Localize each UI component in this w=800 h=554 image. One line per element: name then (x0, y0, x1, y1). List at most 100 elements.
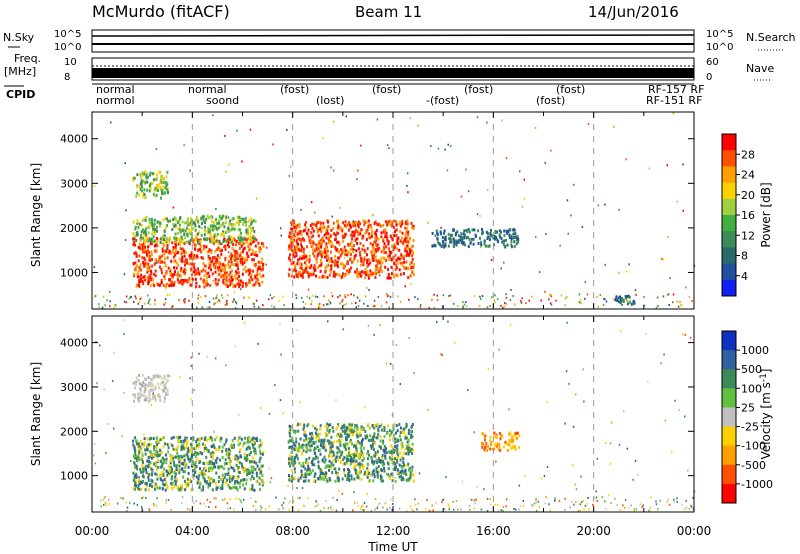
range-gate-cell (397, 471, 399, 475)
range-gate-cell (212, 279, 214, 282)
range-gate-cell (494, 230, 497, 233)
range-gate-cell (225, 440, 227, 444)
range-gate-cell (227, 216, 230, 219)
range-gate-cell (153, 446, 156, 449)
range-gate-cell (252, 465, 255, 469)
range-gate-cell (356, 222, 359, 226)
range-gate-cell (379, 324, 381, 327)
range-gate-cell (170, 251, 173, 255)
range-gate-cell (500, 230, 502, 234)
range-gate-cell (169, 269, 172, 273)
range-gate-cell (154, 188, 157, 192)
range-gate-cell (206, 230, 209, 233)
range-gate-cell (257, 260, 260, 264)
range-gate-cell (133, 446, 136, 450)
range-gate-cell (167, 446, 170, 450)
range-gate-cell (136, 191, 139, 195)
range-gate-cell (510, 446, 513, 450)
range-gate-cell (315, 428, 318, 432)
range-gate-cell (635, 293, 637, 296)
range-gate-cell (144, 181, 147, 185)
range-gate-cell (178, 237, 181, 241)
range-gate-cell (220, 266, 223, 270)
range-gate-cell (171, 475, 174, 479)
range-gate-cell (210, 236, 213, 240)
range-gate-cell (194, 224, 197, 228)
range-gate-cell (213, 227, 216, 231)
range-gate-cell (238, 436, 241, 440)
nsky-label: N.Sky (3, 31, 35, 44)
range-gate-cell (399, 261, 402, 265)
range-gate-cell (244, 436, 247, 440)
range-gate-cell (371, 243, 374, 247)
range-gate-cell (252, 269, 255, 273)
range-gate-cell (360, 259, 363, 263)
range-gate-cell (391, 237, 394, 241)
range-gate-cell (229, 449, 232, 453)
range-gate-cell (164, 216, 167, 220)
range-gate-cell (139, 263, 142, 267)
range-gate-cell (141, 179, 144, 183)
range-gate-cell (292, 430, 295, 434)
range-gate-cell (242, 217, 244, 220)
range-gate-cell (199, 239, 202, 243)
range-gate-cell (148, 488, 150, 492)
range-gate-cell (460, 241, 463, 245)
range-gate-cell (331, 471, 334, 474)
range-gate-cell (133, 502, 135, 505)
range-gate-cell (365, 220, 368, 224)
range-gate-cell (344, 474, 347, 478)
range-gate-cell (363, 255, 366, 259)
range-gate-cell (161, 192, 164, 195)
range-gate-cell (171, 468, 173, 472)
range-gate-cell (152, 392, 154, 395)
range-gate-cell (413, 273, 415, 277)
range-gate-cell (234, 284, 237, 288)
range-gate-cell (684, 415, 686, 418)
range-gate-cell (359, 242, 362, 245)
range-gate-cell (203, 449, 206, 453)
range-gate-cell (310, 239, 313, 243)
range-gate-cell (231, 227, 234, 231)
range-gate-cell (394, 230, 396, 234)
range-gate-cell (336, 248, 339, 252)
range-gate-cell (514, 235, 517, 239)
range-gate-cell (198, 285, 201, 289)
range-gate-cell (409, 117, 412, 120)
range-gate-cell (514, 433, 516, 437)
range-gate-cell (489, 439, 492, 443)
range-gate-cell (157, 439, 160, 443)
range-gate-cell (360, 464, 363, 467)
range-gate-cell (433, 293, 435, 296)
range-gate-cell (503, 229, 506, 233)
range-gate-cell (316, 296, 319, 298)
range-gate-cell (210, 241, 213, 244)
range-gate-cell (149, 450, 152, 454)
range-gate-cell (212, 297, 215, 300)
range-gate-cell (190, 398, 192, 401)
range-gate-cell (280, 227, 282, 230)
range-gate-cell (300, 262, 303, 266)
range-gate-cell (337, 250, 340, 254)
range-gate-cell (347, 459, 350, 462)
range-gate-cell (346, 250, 349, 254)
range-gate-cell (251, 475, 254, 478)
range-gate-cell (305, 221, 307, 224)
range-gate-cell (200, 269, 203, 273)
range-gate-cell (334, 467, 337, 471)
range-gate-cell (254, 437, 257, 441)
range-gate-cell (454, 341, 456, 344)
range-gate-cell (316, 221, 319, 225)
range-gate-cell (259, 247, 262, 251)
range-gate-cell (133, 243, 136, 247)
range-gate-cell (305, 267, 307, 270)
range-gate-cell (261, 264, 264, 268)
range-gate-cell (625, 158, 627, 161)
range-gate-cell (404, 447, 407, 451)
range-gate-cell (346, 253, 349, 257)
range-gate-cell (313, 442, 316, 445)
range-gate-cell (321, 236, 324, 240)
range-gate-cell (207, 254, 210, 258)
range-gate-cell (230, 241, 233, 245)
range-gate-cell (172, 248, 174, 252)
